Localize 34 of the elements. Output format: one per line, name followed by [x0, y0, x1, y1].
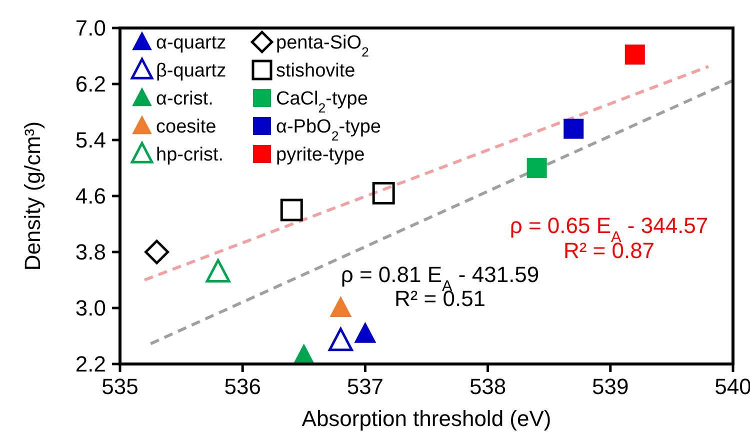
x-tick-label: 535 [102, 374, 138, 399]
point [280, 198, 303, 222]
x-axis-title: Absorption threshold (eV) [302, 406, 552, 431]
legend-label: penta-SiO$_{2}$ [276, 32, 369, 60]
point [624, 44, 645, 65]
y-tick-label: 6.2 [75, 72, 106, 97]
legend-label: α-PbO$_{2}$-type [276, 116, 381, 144]
x-tick-label: 536 [224, 374, 261, 399]
legend-label: coesite [156, 116, 216, 138]
x-tick-label: 538 [469, 374, 506, 399]
legend-label: α-quartz [156, 32, 226, 54]
point [372, 182, 395, 204]
legend-label: pyrite-type [276, 144, 365, 166]
y-tick-label: 7.0 [75, 16, 106, 41]
legend-label: CaCl$_{2}$-type [276, 88, 368, 116]
y-tick-label: 4.6 [75, 184, 106, 209]
legend-label: stishovite [276, 60, 356, 82]
point [564, 118, 584, 139]
legend-label: β-quartz [156, 60, 226, 82]
point [144, 240, 170, 264]
point [354, 322, 376, 343]
point [328, 328, 353, 352]
legend-label: hp-crist. [156, 144, 224, 166]
y-axis-title: Density (g/cm³) [20, 121, 45, 271]
point [526, 158, 547, 178]
y-tick-label: 2.2 [75, 352, 106, 377]
point [206, 259, 230, 283]
x-tick-label: 539 [592, 374, 629, 399]
y-tick-label: 3.8 [75, 240, 106, 265]
x-tick-label: 537 [346, 374, 384, 399]
point [330, 296, 352, 317]
y-tick-label: 3.0 [75, 296, 106, 321]
legend-label: α-crist. [156, 88, 214, 110]
y-tick-label: 5.4 [75, 128, 106, 153]
